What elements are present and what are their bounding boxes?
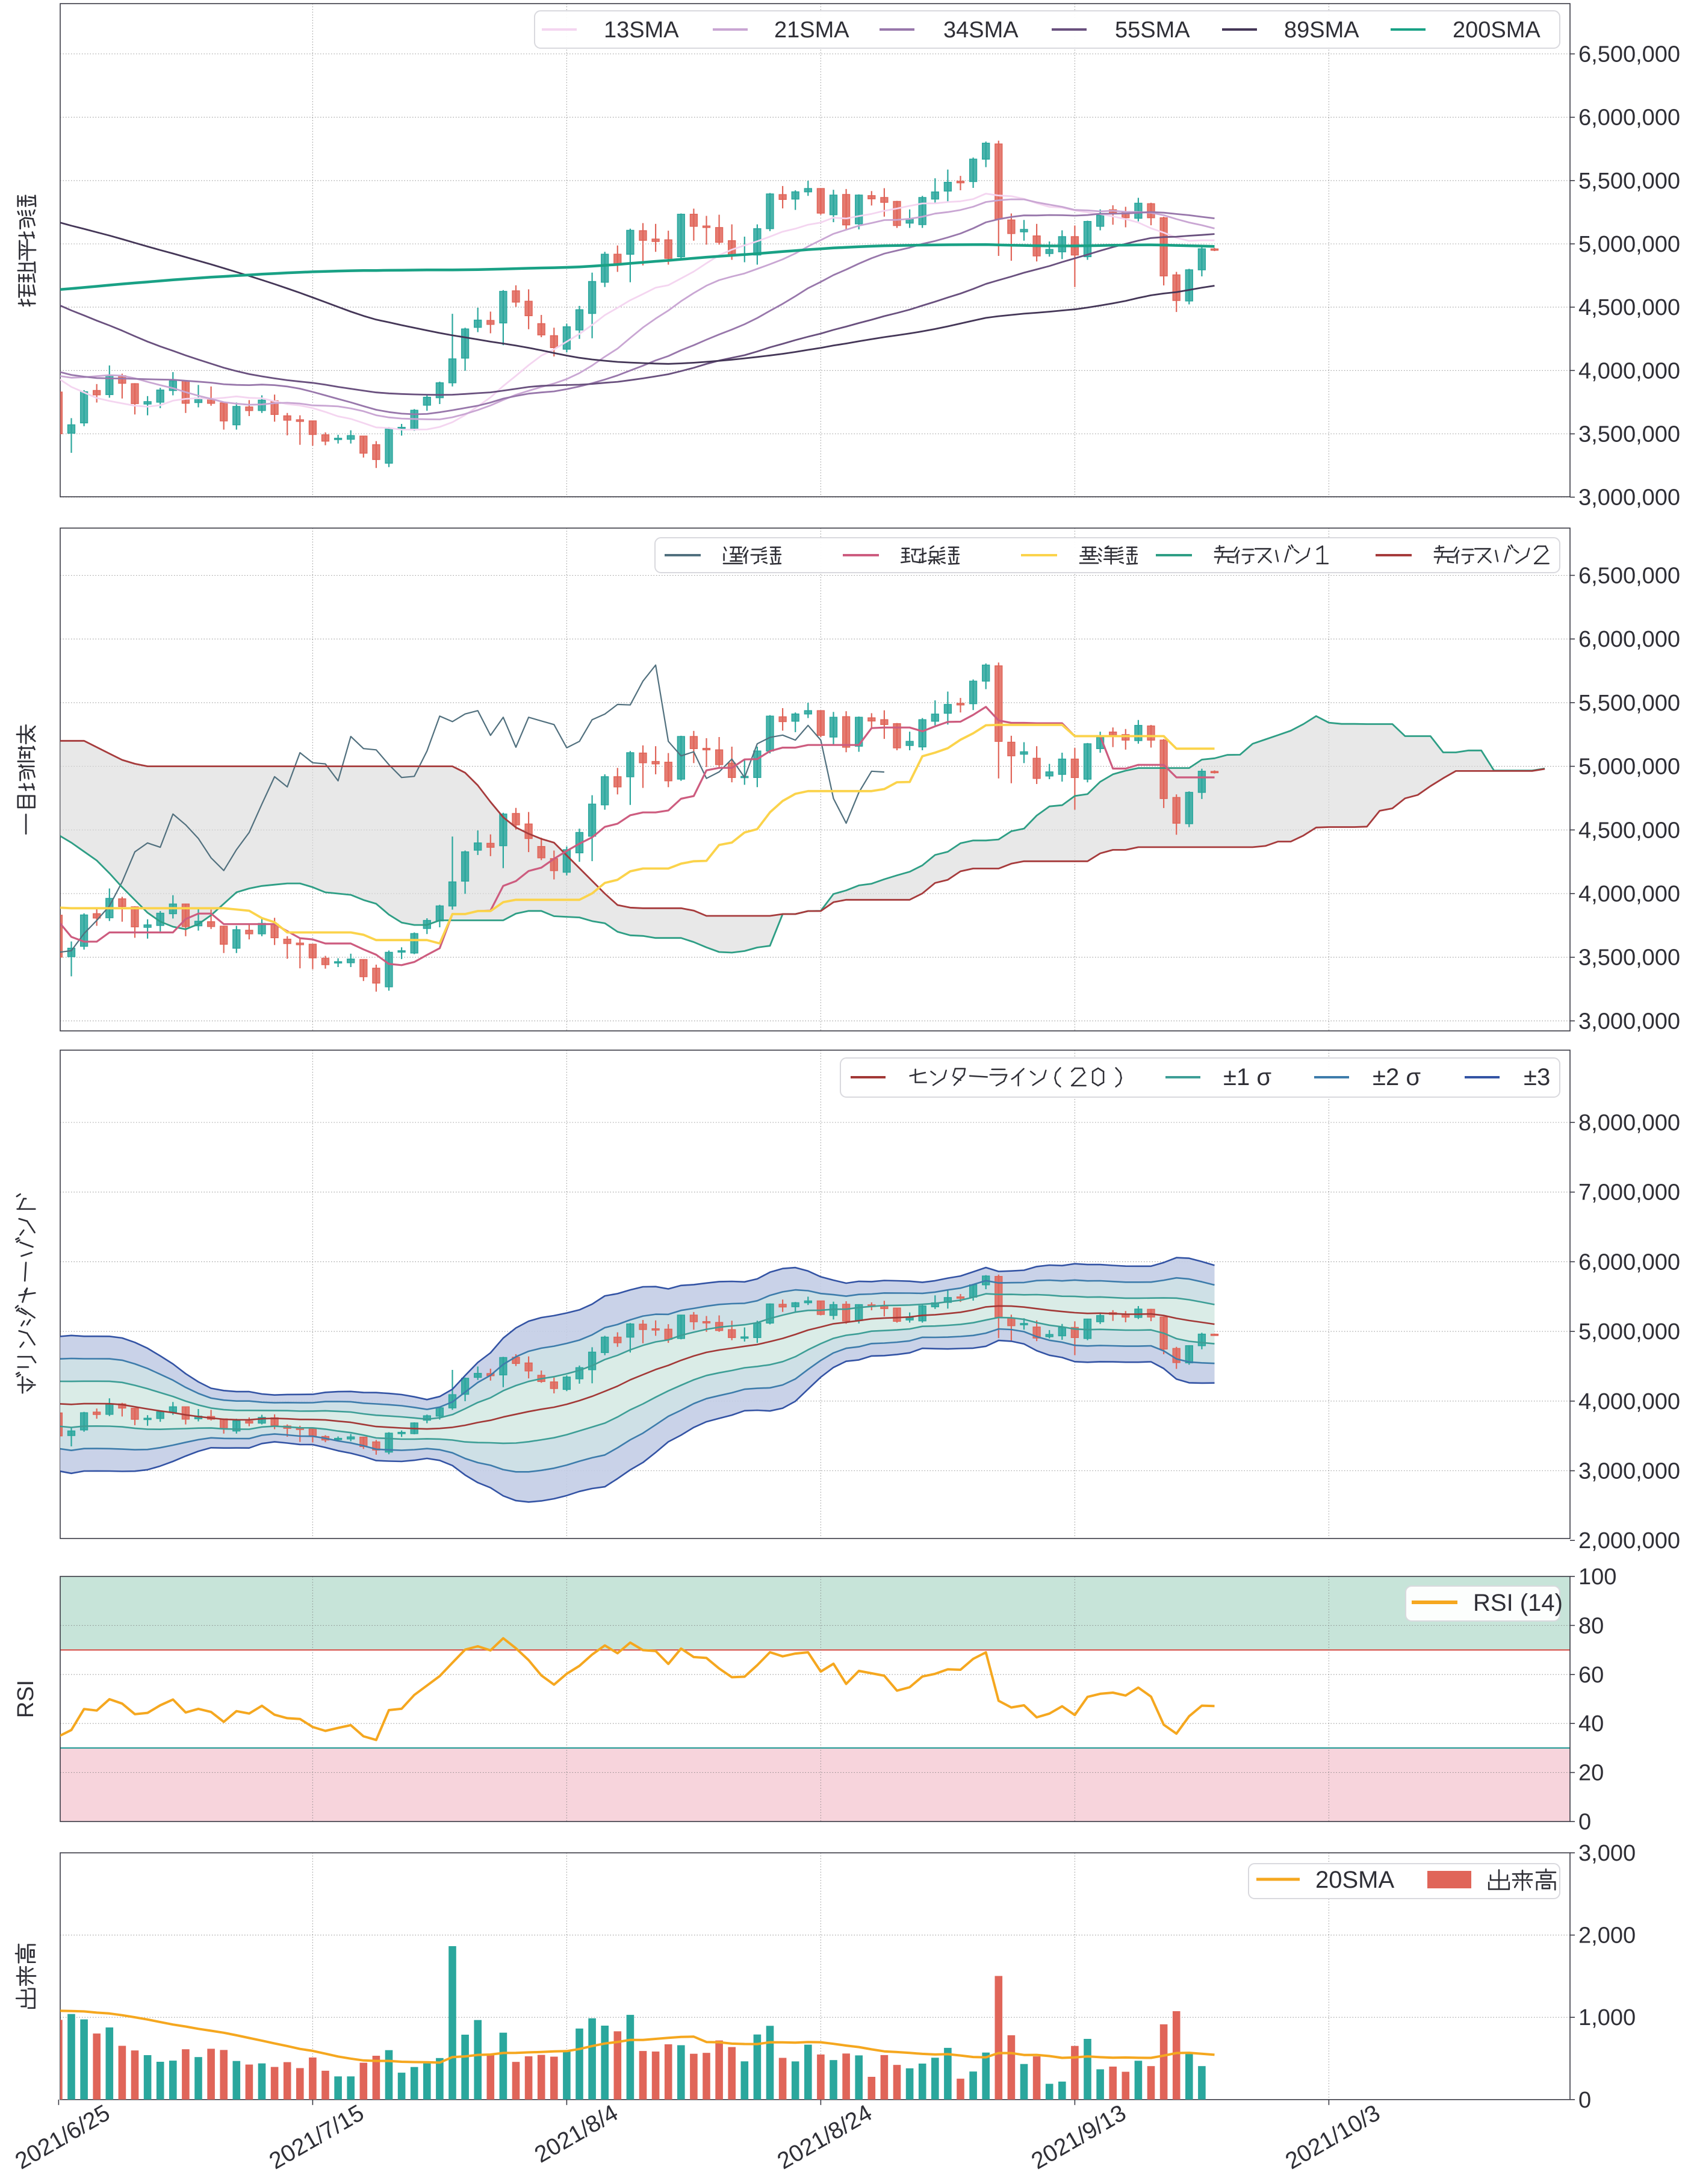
svg-text:4,000,000: 4,000,000 xyxy=(1578,1389,1680,1414)
svg-text:5,500,000: 5,500,000 xyxy=(1578,691,1680,716)
svg-text:6,000,000: 6,000,000 xyxy=(1578,627,1680,652)
svg-text:5,500,000: 5,500,000 xyxy=(1578,169,1680,194)
svg-text:±2 σ: ±2 σ xyxy=(1373,1064,1421,1090)
svg-text:±1 σ: ±1 σ xyxy=(1223,1064,1271,1090)
svg-text:6,000,000: 6,000,000 xyxy=(1578,1249,1680,1275)
svg-text:0: 0 xyxy=(1578,2088,1591,2113)
svg-text:60: 60 xyxy=(1578,1663,1604,1688)
svg-text:55SMA: 55SMA xyxy=(1115,17,1190,43)
svg-text:3,500,000: 3,500,000 xyxy=(1578,945,1680,971)
svg-text:20SMA: 20SMA xyxy=(1315,1867,1394,1893)
svg-text:4,500,000: 4,500,000 xyxy=(1578,818,1680,843)
svg-text:6,500,000: 6,500,000 xyxy=(1578,564,1680,589)
svg-text:34SMA: 34SMA xyxy=(943,17,1019,43)
svg-text:5,000,000: 5,000,000 xyxy=(1578,232,1680,257)
svg-text:5,000,000: 5,000,000 xyxy=(1578,754,1680,780)
svg-text:3,000: 3,000 xyxy=(1578,1841,1636,1866)
svg-text:1,000: 1,000 xyxy=(1578,2005,1636,2030)
svg-text:4,500,000: 4,500,000 xyxy=(1578,295,1680,320)
svg-text:200SMA: 200SMA xyxy=(1453,17,1541,43)
svg-text:6,500,000: 6,500,000 xyxy=(1578,42,1680,67)
svg-text:4,000,000: 4,000,000 xyxy=(1578,882,1680,907)
svg-text:RSI (14): RSI (14) xyxy=(1473,1590,1563,1616)
svg-text:±3: ±3 xyxy=(1524,1064,1550,1090)
svg-text:8,000,000: 8,000,000 xyxy=(1578,1110,1680,1136)
svg-text:3,000,000: 3,000,000 xyxy=(1578,485,1680,511)
svg-text:6,000,000: 6,000,000 xyxy=(1578,105,1680,131)
svg-text:5,000,000: 5,000,000 xyxy=(1578,1319,1680,1345)
svg-text:2,000: 2,000 xyxy=(1578,1923,1636,1949)
svg-text:3,500,000: 3,500,000 xyxy=(1578,422,1680,447)
svg-text:3,000,000: 3,000,000 xyxy=(1578,1459,1680,1484)
svg-text:4,000,000: 4,000,000 xyxy=(1578,358,1680,384)
svg-text:13SMA: 13SMA xyxy=(604,17,679,43)
svg-text:100: 100 xyxy=(1578,1564,1616,1590)
svg-text:40: 40 xyxy=(1578,1711,1604,1737)
svg-text:3,000,000: 3,000,000 xyxy=(1578,1009,1680,1034)
svg-text:0: 0 xyxy=(1578,1809,1591,1835)
svg-text:20: 20 xyxy=(1578,1761,1604,1786)
svg-text:7,000,000: 7,000,000 xyxy=(1578,1180,1680,1206)
svg-text:80: 80 xyxy=(1578,1613,1604,1638)
svg-text:21SMA: 21SMA xyxy=(774,17,849,43)
svg-text:2,000,000: 2,000,000 xyxy=(1578,1528,1680,1554)
svg-text:RSI: RSI xyxy=(13,1680,39,1718)
svg-text:89SMA: 89SMA xyxy=(1284,17,1359,43)
